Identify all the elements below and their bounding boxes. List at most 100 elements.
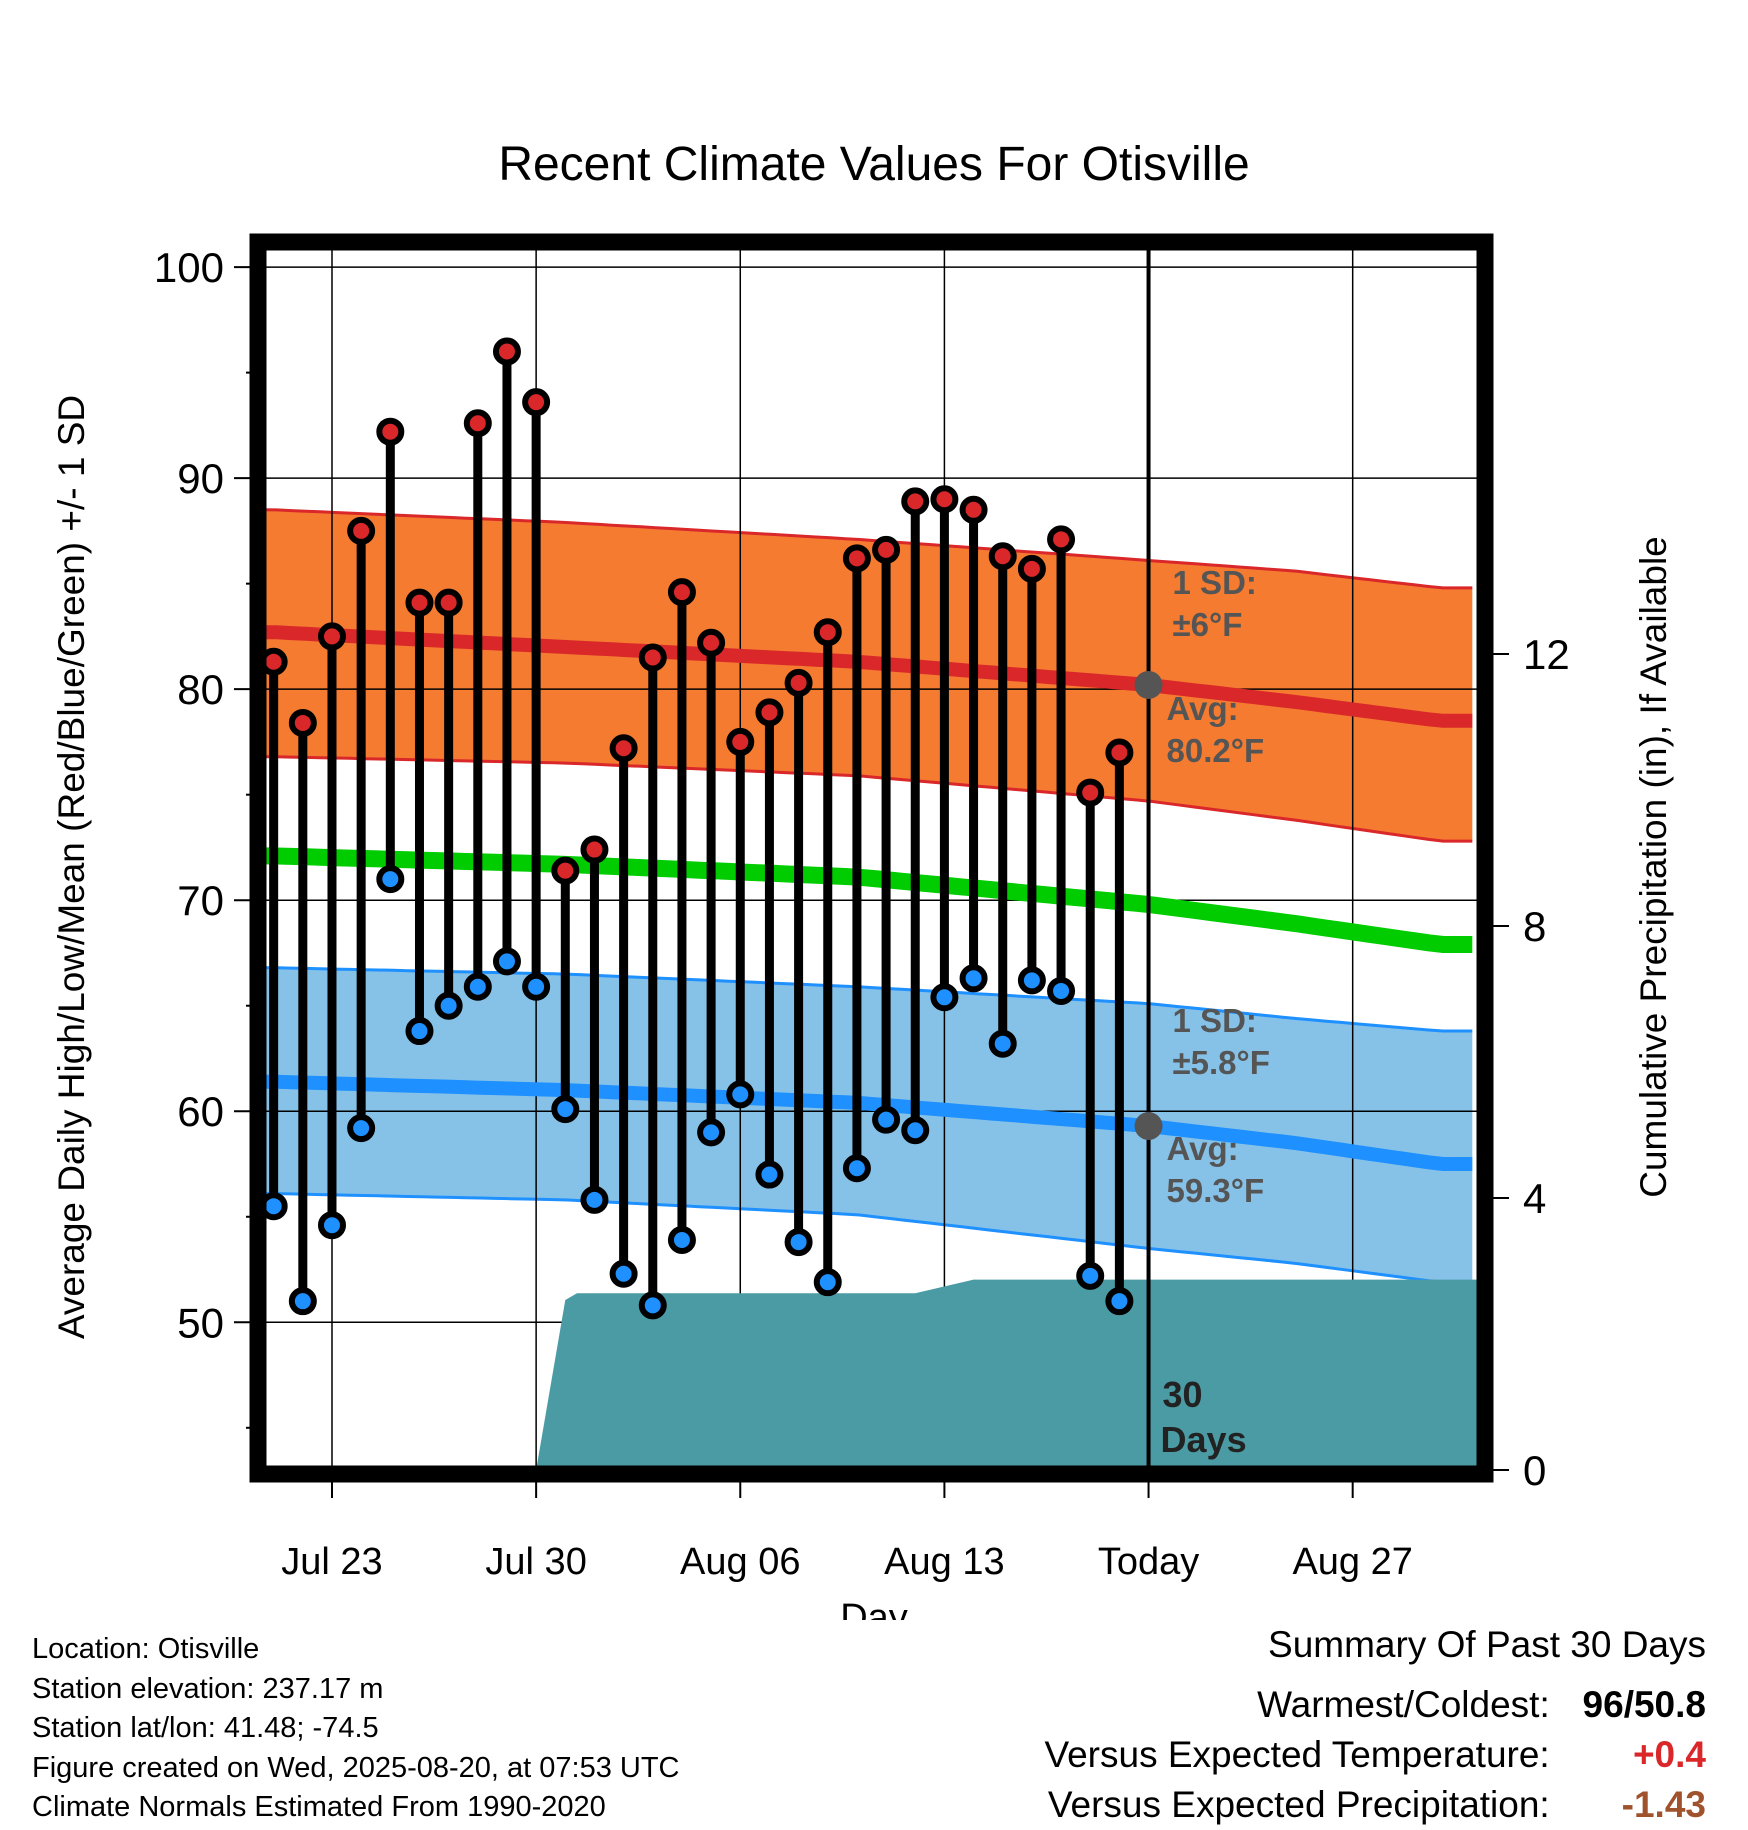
- daily-low-point: [1017, 966, 1046, 995]
- high-upper-edge: [262, 508, 1473, 590]
- high-normal-line: [262, 625, 1473, 728]
- temp-departure-value: +0.4: [1632, 1734, 1706, 1775]
- daily-low-point: [405, 1017, 434, 1046]
- high-sd-value: ±6°F: [1173, 606, 1243, 643]
- daily-low-point: [901, 1116, 930, 1145]
- today-days-label: Days: [1161, 1419, 1247, 1460]
- axes: 50 60 70 80 90 100 0 4 8 12 Jul 23 Jul 30 Aug 06 Aug …: [154, 244, 1570, 1583]
- daily-high-point: [901, 487, 930, 516]
- y-tick-label: 100: [154, 244, 224, 291]
- normals-text: Climate Normals Estimated From 1990-2020: [32, 1791, 606, 1823]
- daily-high-point: [317, 622, 346, 651]
- precip-departure-label: Versus Expected Precipitation:: [1047, 1784, 1550, 1825]
- precip-departure-row: Versus Expected Precipitation: -1.43: [1044, 1780, 1706, 1830]
- y2-tick-label: 0: [1523, 1447, 1546, 1494]
- mean-normal-line: [262, 847, 1473, 953]
- low-normal-line: [262, 1074, 1473, 1171]
- y2-axis-label: Cumulative Precipitation (in), If Availa…: [1633, 536, 1674, 1198]
- daily-high-point: [522, 388, 551, 417]
- daily-low-point: [288, 1287, 317, 1316]
- daily-high-point: [288, 708, 317, 737]
- daily-low-point: [697, 1118, 726, 1147]
- x-tick-label: Today: [1098, 1541, 1199, 1583]
- normal-lines: [262, 625, 1473, 1171]
- precip-departure-value: -1.43: [1621, 1784, 1706, 1825]
- high-today-dot: [1134, 670, 1163, 699]
- daily-low-point: [842, 1154, 871, 1183]
- daily-high-point: [580, 835, 609, 864]
- daily-high-point: [988, 542, 1017, 571]
- y-tick-label: 60: [177, 1088, 224, 1135]
- low-avg-value: 59.3°F: [1167, 1172, 1265, 1209]
- x-tick-label: Aug 27: [1292, 1541, 1412, 1583]
- temp-departure-label: Versus Expected Temperature:: [1044, 1734, 1550, 1775]
- daily-high-point: [667, 578, 696, 607]
- daily-high-point: [959, 495, 988, 524]
- daily-high-point: [1105, 738, 1134, 767]
- daily-low-point: [726, 1080, 755, 1109]
- y2-tick-label: 4: [1523, 1175, 1546, 1222]
- daily-range-bars: [259, 337, 1134, 1320]
- high-avg-value: 80.2°F: [1167, 732, 1265, 769]
- daily-low-point: [1105, 1287, 1134, 1316]
- daily-high-point: [1076, 778, 1105, 807]
- daily-high-point: [492, 337, 521, 366]
- daily-low-point: [580, 1185, 609, 1214]
- daily-high-point: [463, 409, 492, 438]
- low-sd-label: 1 SD:: [1173, 1002, 1257, 1039]
- daily-low-point: [609, 1259, 638, 1288]
- low-lower-edge: [262, 1192, 1473, 1284]
- daily-low-point: [434, 991, 463, 1020]
- daily-low-point: [813, 1268, 842, 1297]
- warmest-coldest-value: 96/50.8: [1582, 1684, 1706, 1725]
- daily-high-point: [842, 544, 871, 573]
- daily-low-point: [872, 1105, 901, 1134]
- daily-low-point: [1047, 976, 1076, 1005]
- today-days-label: 30: [1163, 1374, 1203, 1415]
- daily-high-point: [609, 734, 638, 763]
- x-tick-label: Jul 30: [485, 1541, 586, 1583]
- y-tick-label: 70: [177, 877, 224, 924]
- y-tick-label: 50: [177, 1299, 224, 1346]
- summary-title: Summary Of Past 30 Days: [1268, 1624, 1706, 1665]
- daily-low-point: [638, 1291, 667, 1320]
- warmest-coldest-label: Warmest/Coldest:: [1257, 1684, 1550, 1725]
- daily-high-point: [784, 668, 813, 697]
- created-text: Figure created on Wed, 2025-08-20, at 07…: [32, 1751, 680, 1784]
- daily-low-point: [551, 1095, 580, 1124]
- y-axis-label: Average Daily High/Low/Mean (Red/Blue/Gr…: [51, 395, 92, 1339]
- daily-low-point: [376, 865, 405, 894]
- warmest-value: 96: [1582, 1684, 1624, 1725]
- warmest-coldest-row: Warmest/Coldest: 96/50.8: [1044, 1680, 1706, 1730]
- daily-high-point: [1047, 525, 1076, 554]
- daily-high-point: [376, 417, 405, 446]
- daily-high-point: [930, 485, 959, 514]
- daily-high-point: [638, 643, 667, 672]
- daily-low-point: [755, 1160, 784, 1189]
- elevation-text: Station elevation: 237.17 m: [32, 1672, 384, 1705]
- high-sd-label: 1 SD:: [1173, 564, 1257, 601]
- high-avg-label: Avg:: [1167, 690, 1239, 727]
- x-tick-label: Aug 06: [680, 1541, 800, 1583]
- x-tick-label: Jul 23: [281, 1541, 382, 1583]
- high-lower-edge: [262, 755, 1473, 843]
- latlon-text: Station lat/lon: 41.48; -74.5: [32, 1712, 379, 1744]
- daily-low-point: [463, 972, 492, 1001]
- summary-panel: Summary Of Past 30 Days Warmest/Coldest:…: [1044, 1624, 1706, 1830]
- daily-low-point: [667, 1225, 696, 1254]
- daily-low-point: [784, 1228, 813, 1257]
- plot-frame: [249, 233, 1494, 1483]
- normal-annotations: 1 SD: ±6°F Avg: 80.2°F 1 SD: ±5.8°F Avg: 59.3°F: [1134, 564, 1270, 1209]
- daily-high-point: [347, 516, 376, 545]
- daily-low-point: [959, 964, 988, 993]
- daily-high-point: [872, 535, 901, 564]
- daily-high-point: [405, 588, 434, 617]
- low-upper-edge: [262, 966, 1473, 1033]
- daily-high-point: [813, 618, 842, 647]
- location-text: Location: Otisville: [32, 1633, 260, 1665]
- low-today-dot: [1134, 1112, 1163, 1141]
- daily-low-point: [317, 1211, 346, 1240]
- daily-high-point: [697, 628, 726, 657]
- low-avg-label: Avg:: [1167, 1130, 1239, 1167]
